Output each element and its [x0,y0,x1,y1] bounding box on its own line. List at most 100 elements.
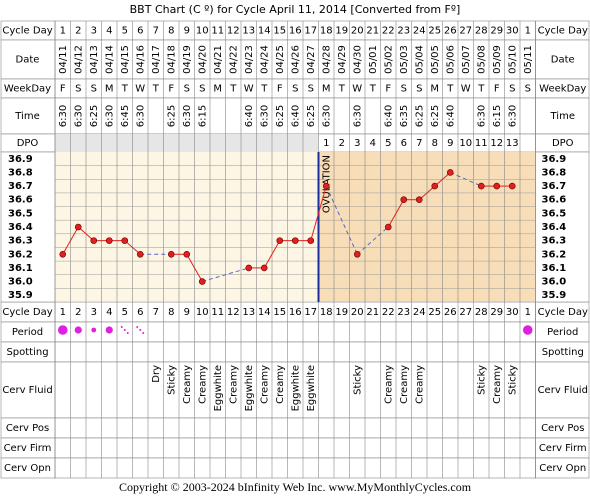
chart-title: BBT Chart (C º) for Cycle April 11, 2014… [130,3,461,16]
temp-line [310,185,327,241]
time: 6:30 [321,105,332,127]
row-label: Cerv Opn [539,463,586,474]
date: 04/28 [321,45,332,74]
date: 05/08 [476,45,487,74]
row-bg [54,39,536,80]
cerv-fluid: Creamy [182,365,193,404]
row-label: Time [550,111,575,122]
temp-point [121,237,129,244]
cycle-day: 16 [289,307,302,318]
temp-line [418,185,436,201]
y-tick-label: 36.8 [8,167,33,178]
time: 6:15 [492,105,503,127]
cycle-day: 24 [413,26,426,37]
row-bg [54,417,536,439]
dpo: 11 [475,138,488,149]
temp-point [384,223,392,231]
cycle-day: 19 [335,26,348,37]
y-tick-label: 36.9 [542,154,567,165]
weekday: S [308,84,314,95]
time: 6:30 [352,105,363,127]
row-bg [54,321,536,343]
temp-point [276,237,284,244]
weekday: F [60,84,66,95]
cycle-day: 29 [490,307,503,318]
cycle-day: 23 [397,307,410,318]
row-label: Cycle Day [2,26,52,37]
dpo: 1 [323,138,329,149]
cycle-day: 12 [227,307,240,318]
y-tick-label: 36.5 [542,208,567,219]
period-mark [57,325,68,335]
cycle-day: 1 [525,26,531,37]
row-label: Period [12,327,43,338]
temp-point [415,196,423,204]
date: 04/22 [228,45,239,74]
y-tick-label: 36.4 [8,222,33,233]
cerv-fluid: Creamy [228,365,239,404]
weekday: M [430,84,439,95]
temp-point [90,237,98,244]
period-mark [74,326,82,334]
time: 6:35 [399,105,410,127]
y-tick-label: 36.2 [542,249,567,260]
temp-point [477,182,485,190]
date: 04/13 [89,45,100,74]
date: 04/11 [58,45,69,74]
weekday: S [184,84,190,95]
temp-point [198,278,206,285]
row-bg [54,457,536,479]
row-label: Cerv Pos [541,423,584,434]
period-dot [120,326,123,328]
temp-line [263,240,281,269]
weekday: W [461,84,471,95]
label-cell [0,151,56,303]
row-label: WeekDay [539,84,586,95]
cerv-fluid: Eggwhite [244,365,255,411]
cerv-fluid: Eggwhite [290,365,301,411]
weekday: T [369,84,377,95]
date: 05/04 [414,45,425,74]
cycle-day: 3 [91,307,97,318]
dpo: 2 [339,138,345,149]
row-label: DPO [17,138,39,149]
cycle-day: 29 [490,26,503,37]
row-label: Cerv Firm [4,443,52,454]
cycle-day: 1 [60,307,66,318]
period-mark [105,326,113,334]
cerv-fluid: Creamy [492,365,503,404]
temp-point [245,264,253,272]
row-label: Spotting [6,347,48,358]
cycle-day: 7 [153,26,159,37]
row-label: DPO [552,138,574,149]
cerv-fluid: Sticky [166,365,177,395]
cycle-day: 17 [304,307,317,318]
row-label: Cerv Firm [539,443,587,454]
label-cell [0,97,56,135]
dpo: 13 [506,138,519,149]
weekday: S [401,84,407,95]
cycle-day: 2 [75,307,81,318]
dpo: 8 [432,138,438,149]
time: 6:25 [89,105,100,127]
period-dot [126,332,129,334]
cycle-day: 6 [137,307,143,318]
cerv-fluid: Sticky [352,365,363,395]
dpo: 12 [490,138,503,149]
period-mark [120,326,129,334]
period-dot [142,332,145,334]
weekday: W [135,84,145,95]
temp-line [62,226,79,255]
cerv-fluid: Creamy [414,365,425,404]
weekday: F [277,84,283,95]
row-label: Cerv Opn [4,463,51,474]
row-bg [54,437,536,459]
row-bg [54,341,536,363]
weekday: F [385,84,391,95]
temp-line [186,254,203,282]
cycle-day: 14 [258,26,271,37]
cycle-day: 2 [75,26,81,37]
time: 6:30 [507,105,518,127]
temp-point [291,237,299,244]
row-label: Cycle Day [538,26,588,37]
